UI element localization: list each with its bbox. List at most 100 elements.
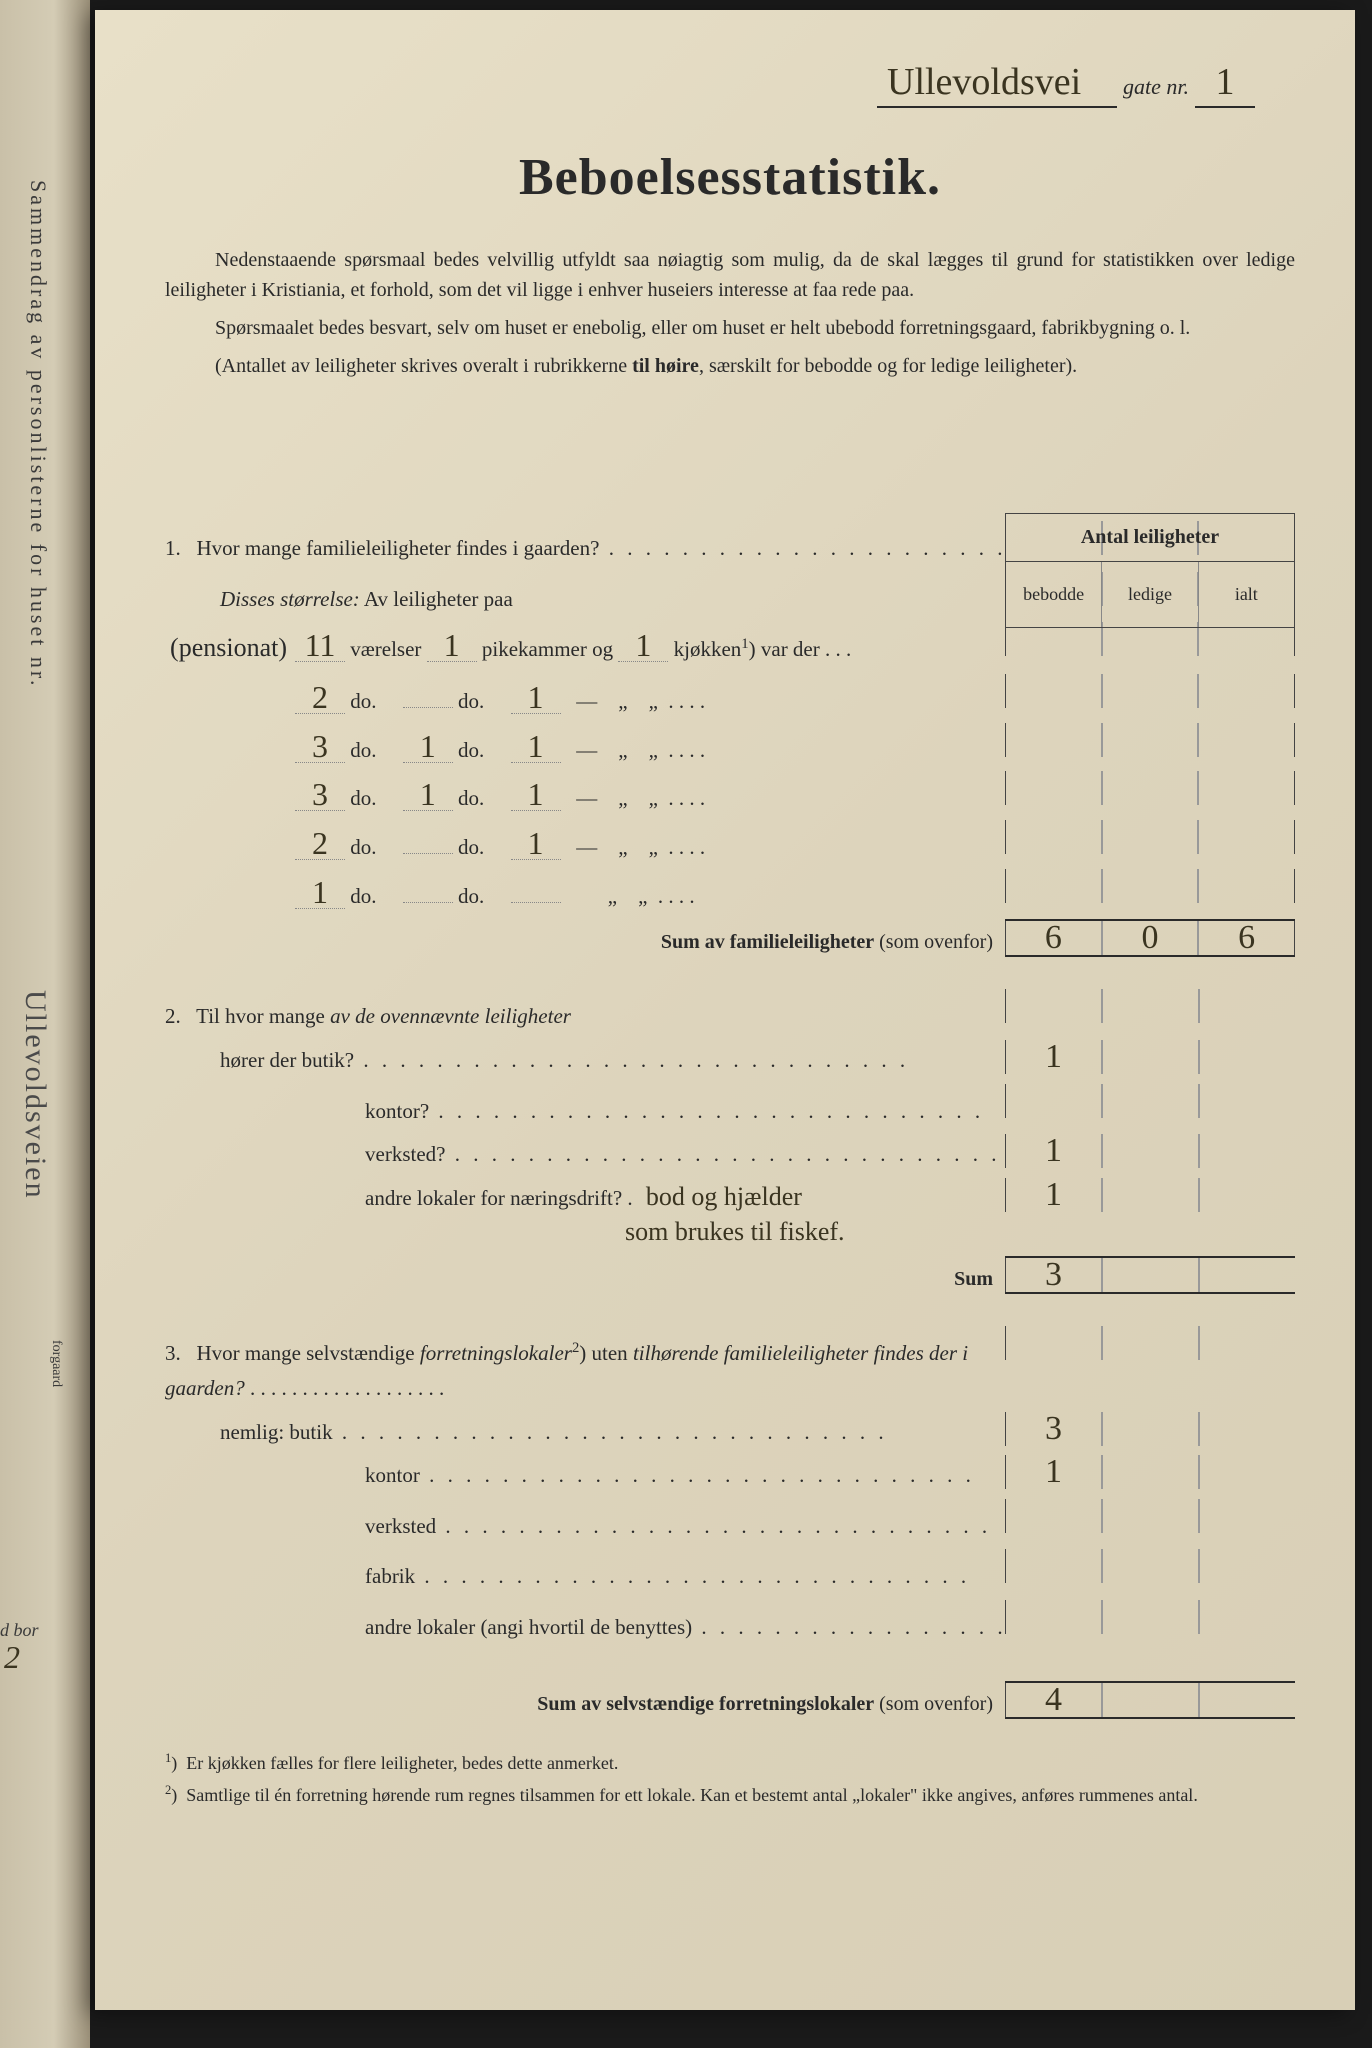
q2-sum-val: 3 [1005,1258,1102,1292]
lbl-kjokken: kjøkken [674,637,742,661]
q3-fabrik-val [1005,1549,1102,1583]
q1-sum-lb: (som ovenfor) [874,931,993,953]
q1-size-row-4: 2 do. do. 1 — „ „ . . . . [165,820,1295,865]
street-name-field: Ullevoldsvei [877,60,1117,108]
q1-size-row-2: 3 do. 1 do. 1 — „ „ . . . . [165,723,1295,768]
q1-sum-row: Sum av familieleiligheter (som ovenfor) … [165,919,1295,959]
intro-p3b: til høire [632,355,699,377]
fn2-text: Samtlige til én forretning hørende rum r… [186,1785,1198,1805]
q1-size-row-5: 1 do. do. „ „ . . . . [165,869,1295,914]
do: do. [458,738,484,762]
footnote-2: 2) Samtlige til én forretning hørende ru… [165,1781,1295,1809]
d-bor-value: 2 [0,1641,24,1673]
q1-av: Av leiligheter paa [364,587,513,611]
left-strip-street-cursive: Ullevoldsveien [18,990,52,1200]
page-wrapper: Sammendrag av personlisterne for huset n… [0,0,1372,2048]
q2-annot1: bod og hjælder [638,1184,802,1210]
table-area: Antal leiligheter bebodde ledige ialt 1.… [165,521,1295,1721]
q1-r1-k: 1 [511,681,561,714]
q1-tb: familieleiligheter [306,536,451,560]
q3-butik: nemlig: butik 3 [165,1412,1295,1450]
q2-kontor-val [1005,1084,1102,1118]
q3-verksted: verksted [165,1499,1295,1544]
q1-sum-cells: 6 0 6 [1005,919,1295,957]
left-binding-strip: Sammendrag av personlisterne for huset n… [0,0,90,2048]
q3-andre: andre lokaler (angi hvortil de benyttes) [165,1600,1295,1645]
q1-sum-ledige: 0 [1102,921,1199,955]
q3-tb: forretningslokaler [420,1341,572,1365]
do: do. [458,786,484,810]
q1-tc: findes i gaarden? [451,536,600,560]
col-ialt: ialt [1199,562,1294,627]
q1-size-row-3: 3 do. 1 do. 1 — „ „ . . . . [165,771,1295,816]
do: do. [350,884,376,908]
q1-r3-k: 1 [511,778,561,811]
q3-fabrik: fabrik [165,1549,1295,1594]
do: do. [458,835,484,859]
q1-sum-ialt: 6 [1198,921,1295,955]
do: do. [350,689,376,713]
do: do. [350,835,376,859]
q1-size-row-1: 2 do. do. 1 — „ „ . . . . [165,674,1295,719]
q3-kontor-label: kontor [365,1463,420,1487]
q2-andre-label: andre lokaler for næringsdrift? [365,1186,622,1210]
q1-sum-bebodde: 6 [1005,921,1102,955]
q2-num: 2. [165,1004,181,1028]
q3-text: 3. Hvor mange selvstændige forretningslo… [165,1336,1005,1405]
col-ledige: ledige [1102,562,1198,627]
lbl-vaerelser: værelser [350,637,421,661]
antal-columns: bebodde ledige ialt [1006,562,1294,627]
q1-r5-k [511,902,561,903]
q2-ta: Til hvor mange [196,1004,330,1028]
q3-andre-val [1005,1600,1102,1634]
do: do. [350,786,376,810]
lbl-varder: ) var der [749,637,820,661]
q3-title-row: 3. Hvor mange selvstændige forretningslo… [165,1326,1295,1405]
q3-num: 3. [165,1341,181,1365]
q1-size-row-0: (pensionat) 11 værelser 1 pikekammer og … [165,622,1295,670]
q1-r3-v: 3 [295,778,345,811]
q3-kontor: kontor 1 [165,1455,1295,1493]
left-strip-small-text: forgaard [48,1340,64,1387]
do: do. [350,738,376,762]
q1-disses-label: Disses størrelse: [220,587,360,611]
q1-pensionat: (pensionat) [165,627,295,670]
q3-nemlig: nemlig: butik [220,1420,333,1444]
left-strip-vertical-text: Sammendrag av personlisterne for huset n… [25,180,51,688]
q2-kontor: kontor? [165,1084,1295,1129]
q2-andre: andre lokaler for næringsdrift? . bod og… [165,1178,1295,1250]
q1-r4-p [403,853,453,854]
q1-r5-p [403,902,453,903]
q3-butik-val: 3 [1005,1412,1102,1446]
q1-r5-v: 1 [295,876,345,909]
q1-r0-v: 11 [295,629,345,662]
intro-p3a: (Antallet av leiligheter skrives overalt… [215,355,632,377]
q1-r4-v: 2 [295,827,345,860]
intro-p2: Spørsmaalet bedes besvart, selv om huset… [165,313,1295,343]
q2-text: 2. Til hvor mange av de ovennævnte leili… [165,999,1005,1034]
q1-sum-label: Sum av familieleiligheter (som ovenfor) [165,926,1005,959]
q1-r0-p: 1 [427,629,477,662]
intro-p3: (Antallet av leiligheter skrives overalt… [165,351,1295,381]
q1-r3-p: 1 [403,778,453,811]
q1-text: 1. Hvor mange familieleiligheter findes … [165,531,1005,566]
q2-andre-val: 1 [1005,1178,1102,1212]
antal-header: Antal leiligheter [1006,514,1294,562]
q1-r1-v: 2 [295,681,345,714]
q2-butik-label: hører der butik? [220,1048,354,1072]
q1-sum-la: Sum av familieleiligheter [661,931,874,953]
q1-r4-k: 1 [511,827,561,860]
q1-r0-k: 1 [618,629,668,662]
header-line: Ullevoldsvei gate nr. 1 [165,60,1295,108]
q2-kontor-label: kontor? [365,1099,429,1123]
gate-label: gate nr. [1123,74,1189,99]
q1-r2-v: 3 [295,730,345,763]
col-bebodde: bebodde [1006,562,1102,627]
intro-p1: Nedenstaaende spørsmaal bedes velvillig … [165,245,1295,305]
q2-verksted: verksted? 1 [165,1134,1295,1172]
q3-tc: ) uten [579,1341,633,1365]
q3-fabrik-label: fabrik [365,1564,415,1588]
left-d-bor: d bor 2 [0,1620,39,1673]
q1-r1-p [403,707,453,708]
q3-sum-val: 4 [1005,1683,1102,1717]
